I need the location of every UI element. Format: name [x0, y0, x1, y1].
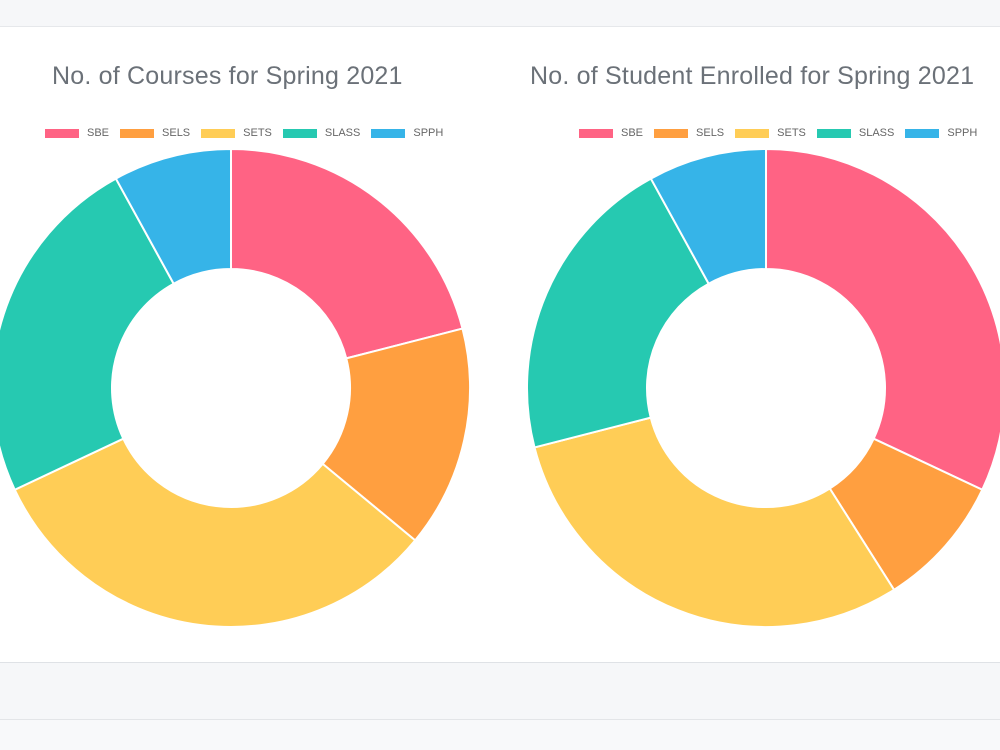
legend-item-spph[interactable]: SPPH: [905, 127, 977, 139]
donut-slice-sets[interactable]: [13, 437, 417, 628]
legend-swatch: [45, 128, 79, 138]
legend-swatch: [654, 128, 689, 138]
legend-item-sets[interactable]: SETS: [735, 127, 806, 139]
legend-label: SETS: [777, 127, 806, 139]
donut-slice-sbe[interactable]: [230, 147, 464, 360]
legend-swatch: [282, 128, 317, 138]
donut-slice-sbe[interactable]: [765, 147, 1000, 492]
legend-swatch: [201, 128, 236, 138]
top-bar: [0, 0, 1000, 27]
legend-swatch: [579, 128, 613, 138]
chart-title-courses: No. of Courses for Spring 2021: [52, 62, 403, 90]
legend-item-sels[interactable]: SELS: [120, 127, 190, 139]
legend-label: SELS: [162, 127, 191, 139]
legend-courses: SBE SELS SETS SLASS SPPH: [45, 127, 454, 139]
chart-title-students: No. of Student Enrolled for Spring 2021: [530, 62, 975, 90]
legend-label: SETS: [243, 127, 272, 139]
legend-swatch: [816, 128, 851, 138]
donut-slice-sets[interactable]: [533, 416, 896, 628]
charts-card: No. of Courses for Spring 2021 No. of St…: [0, 27, 1000, 663]
donut-slice-sels[interactable]: [321, 327, 471, 542]
legend-item-slass[interactable]: SLASS: [816, 127, 895, 139]
legend-item-sbe[interactable]: SBE: [45, 127, 109, 139]
legend-label: SBE: [621, 127, 644, 139]
legend-item-sels[interactable]: SELS: [654, 127, 724, 139]
legend-item-sets[interactable]: SETS: [201, 127, 272, 139]
legend-label: SELS: [696, 127, 725, 139]
donut-chart-students: [526, 147, 1000, 628]
legend-swatch: [905, 128, 940, 138]
bottom-bar: [0, 720, 1000, 750]
donut-chart-courses: [0, 147, 471, 628]
legend-students: SBE SELS SETS SLASS SPPH: [579, 127, 988, 139]
legend-item-spph[interactable]: SPPH: [371, 127, 443, 139]
donut-slice-slass[interactable]: [0, 177, 176, 492]
legend-label: SPPH: [413, 127, 444, 139]
legend-item-sbe[interactable]: SBE: [579, 127, 643, 139]
donut-slice-slass[interactable]: [526, 177, 711, 449]
legend-swatch: [735, 128, 770, 138]
legend-label: SPPH: [947, 127, 978, 139]
legend-label: SLASS: [324, 127, 361, 139]
legend-label: SLASS: [858, 127, 895, 139]
donut-slice-spph[interactable]: [649, 147, 767, 286]
legend-label: SBE: [87, 127, 110, 139]
legend-swatch: [371, 128, 406, 138]
footer-bar: [0, 663, 1000, 720]
legend-item-slass[interactable]: SLASS: [282, 127, 361, 139]
donut-slice-spph[interactable]: [114, 147, 232, 286]
legend-swatch: [120, 128, 155, 138]
